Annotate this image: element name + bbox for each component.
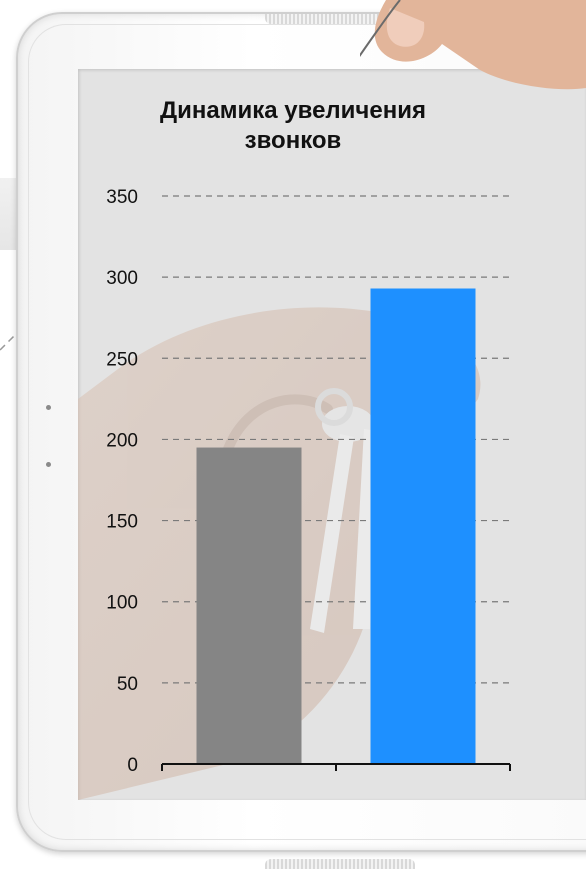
y-tick-label: 250 (106, 349, 138, 370)
tablet-speaker-bottom (265, 859, 415, 869)
tablet-camera-dot (46, 462, 51, 467)
y-tick-label: 100 (106, 593, 138, 614)
y-tick-label: 350 (106, 187, 138, 208)
tablet-sensor-dot (46, 405, 51, 410)
y-tick-label: 0 (127, 755, 138, 776)
y-tick-label: 150 (106, 512, 138, 533)
thumb-holding-tablet (360, 0, 586, 90)
y-tick-label: 200 (106, 430, 138, 451)
chart-title-line-1: Динамика увеличения (160, 97, 426, 124)
tablet-inner-rim (28, 24, 586, 840)
y-tick-label: 300 (106, 268, 138, 289)
bar (196, 447, 302, 764)
bar (370, 288, 476, 764)
y-tick-label: 50 (117, 674, 138, 695)
chart-title-line-2: звонков (244, 127, 342, 154)
chart-title: Динамика увеличения звонков (0, 96, 586, 156)
tablet-speaker-top (265, 14, 415, 24)
